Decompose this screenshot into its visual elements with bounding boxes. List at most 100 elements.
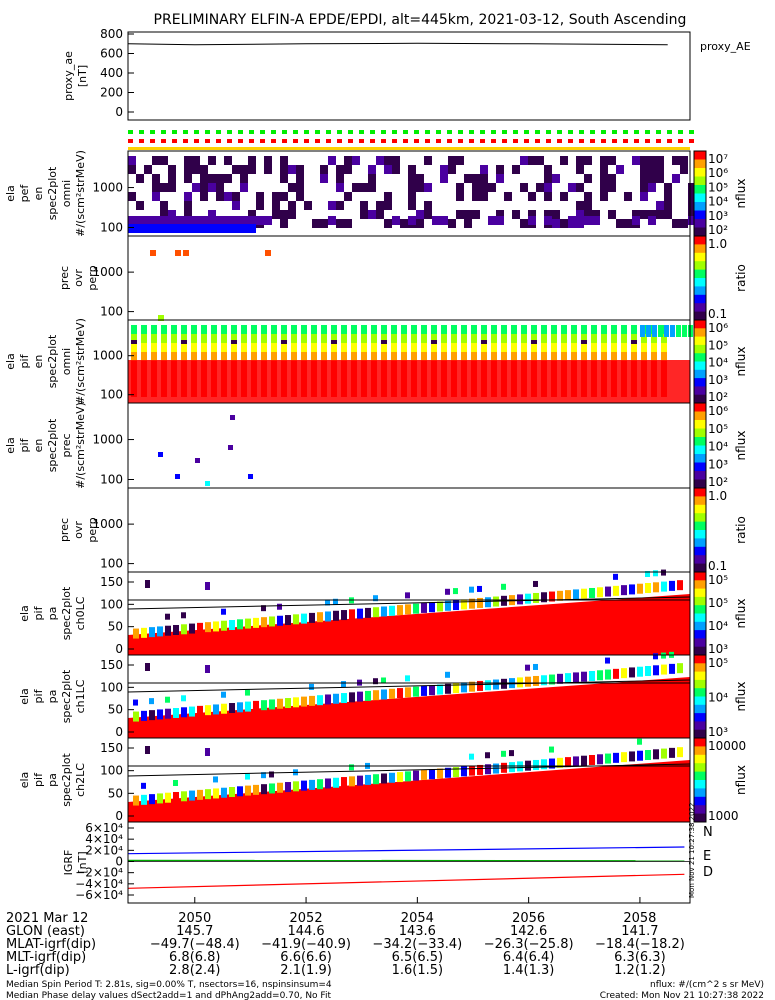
panel-pa_ch2: 150 100 50 0 (100, 738, 691, 823)
data-cell (189, 623, 195, 634)
data-fill (128, 594, 690, 655)
colorbar-segment (694, 324, 706, 327)
data-cell (128, 216, 136, 225)
data-cell (669, 580, 675, 591)
data-cell (221, 691, 226, 698)
data-cell (216, 192, 224, 201)
data-cell (501, 352, 507, 361)
y-tick-label: 1000 (92, 433, 123, 447)
colorbar-segment (694, 426, 706, 429)
colorbar-segment (694, 490, 706, 493)
data-cell (229, 787, 235, 798)
data-cell (296, 192, 304, 201)
data-cell (245, 618, 251, 629)
data-cell (341, 334, 347, 343)
data-cell (145, 746, 150, 754)
data-cell (405, 604, 411, 615)
colorbar-segment (694, 449, 706, 453)
data-cell (632, 156, 640, 165)
data-cell (392, 216, 400, 225)
data-cell (293, 781, 299, 792)
data-cell (611, 325, 617, 334)
y-tick-label: 400 (100, 66, 123, 80)
colorbar-segment (694, 261, 706, 264)
data-cell (152, 224, 160, 233)
data-cell (280, 219, 288, 228)
data-cell (664, 210, 672, 219)
colorbar-segment (694, 157, 706, 160)
colorbar-segment (694, 417, 706, 421)
data-cell (491, 352, 497, 361)
data-cell (277, 782, 283, 793)
colorbar-segment (694, 559, 706, 562)
colorbar-segment (694, 534, 706, 537)
y-axis-label-line: spec2plot (60, 753, 73, 807)
status-mark-red (161, 139, 166, 143)
colorbar-tick-label: 1.0 (708, 489, 727, 503)
data-cell (512, 165, 520, 174)
data-cell (632, 210, 640, 219)
status-mark-red (403, 139, 408, 143)
colorbar-segment (694, 578, 706, 581)
data-cell (144, 216, 152, 225)
data-cell (381, 689, 387, 700)
data-cell (280, 192, 288, 201)
colorbar-segment (694, 206, 706, 209)
colorbar-segment (694, 784, 706, 787)
data-cell (640, 210, 648, 219)
data-cell (485, 752, 490, 759)
data-cell (544, 216, 552, 225)
colorbar-segment (694, 563, 706, 567)
y-tick-label: 0 (115, 642, 123, 656)
data-cell (301, 325, 307, 334)
data-cell (677, 663, 683, 674)
data-cell (496, 216, 504, 225)
colorbar-segment (694, 380, 706, 383)
data-cell (269, 616, 275, 627)
data-cell (676, 325, 681, 337)
data-cell (613, 668, 619, 679)
colorbar-segment (694, 466, 706, 470)
data-cell (531, 340, 537, 344)
data-cell (253, 617, 259, 628)
colorbar-segment (694, 197, 706, 201)
data-cell (216, 183, 224, 192)
data-cell (285, 698, 291, 709)
data-cell (648, 174, 656, 183)
data-cell (141, 325, 147, 334)
data-cell (661, 748, 667, 759)
status-mark-red (623, 139, 628, 143)
data-cell (371, 325, 377, 334)
colorbar-segment (694, 659, 706, 662)
data-cell (481, 334, 487, 343)
data-cell (591, 352, 597, 361)
data-cell (321, 352, 327, 361)
status-mark-red (172, 139, 177, 143)
colorbar-segment (694, 288, 706, 292)
colorbar-segment (694, 278, 706, 281)
data-cell (168, 216, 176, 225)
data-cell (331, 340, 337, 344)
data-cell (651, 334, 657, 343)
y-tick-label: 150 (100, 741, 123, 755)
colorbar-tick-label: 1000 (708, 809, 739, 823)
data-cell (576, 156, 584, 165)
colorbar-pa_ch1: 10⁵ 10⁴ 10³ nflux (693, 654, 748, 739)
data-cell (269, 771, 274, 778)
data-cell (352, 183, 360, 192)
colorbar-segment (694, 403, 706, 406)
colorbar-segment (694, 168, 706, 171)
colorbar-segment (694, 161, 706, 165)
data-cell (213, 776, 218, 783)
data-cell (264, 216, 272, 225)
data-cell (557, 590, 563, 601)
data-cell (405, 592, 410, 599)
data-cell (456, 156, 464, 165)
data-cell (616, 165, 624, 174)
status-mark-green (392, 130, 397, 134)
colorbar-segment (694, 677, 706, 681)
data-cell (520, 183, 528, 192)
data-cell (533, 663, 538, 670)
legend-D: D (703, 865, 713, 880)
data-cell (641, 343, 647, 352)
